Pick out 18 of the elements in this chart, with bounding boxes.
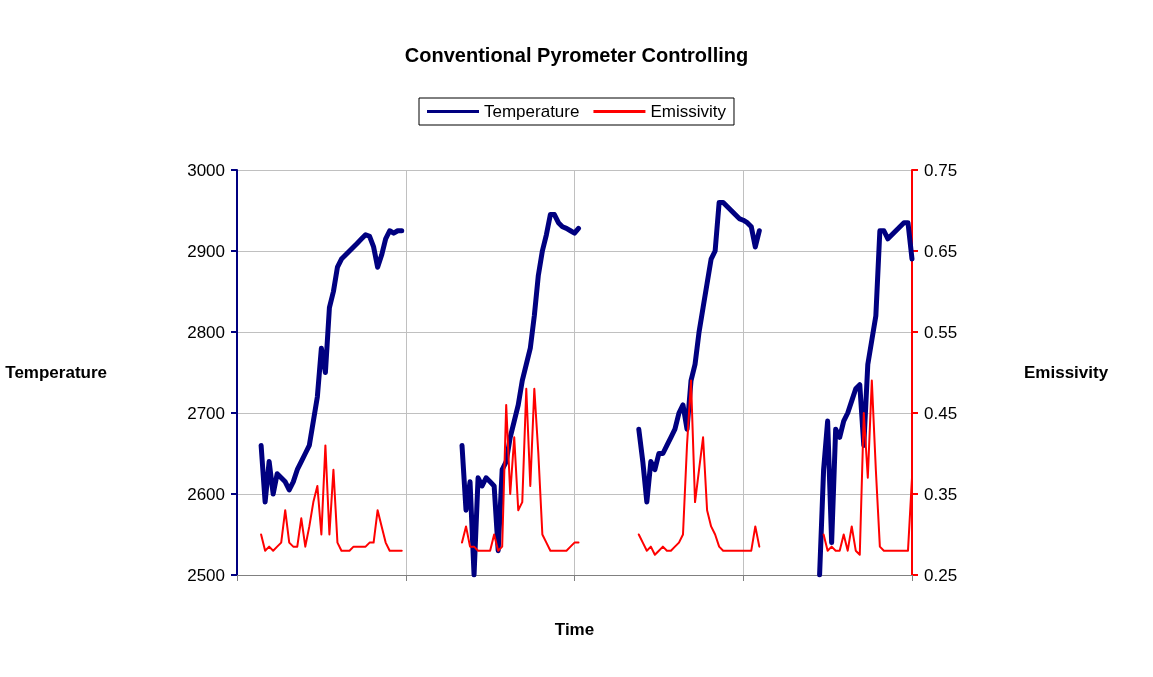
- y-tick-label: 2600: [187, 484, 225, 504]
- y-tick-label: 2500: [187, 565, 225, 585]
- y-tick-label: 3000: [187, 160, 225, 180]
- y-tick-label: 2800: [187, 322, 225, 342]
- y-tick-label: 2900: [187, 241, 225, 261]
- y2-tick-label: 0.75: [924, 160, 958, 180]
- y2-tick-label: 0.65: [924, 241, 958, 261]
- y2-tick-label: 0.55: [924, 322, 958, 342]
- chart-title: Conventional Pyrometer Controlling: [404, 44, 749, 66]
- y2-tick-label: 0.35: [924, 484, 958, 504]
- y2-tick-label: 0.25: [924, 565, 958, 585]
- y-axis-title: Temperature: [5, 363, 107, 382]
- y2-tick-label: 0.45: [924, 403, 958, 423]
- legend-label: Emissivity: [650, 102, 727, 121]
- x-axis-title: Time: [554, 620, 595, 639]
- y-tick-label: 2700: [187, 403, 225, 423]
- y2-axis-title: Emissivity: [1024, 363, 1109, 382]
- legend-label: Temperature: [484, 102, 580, 121]
